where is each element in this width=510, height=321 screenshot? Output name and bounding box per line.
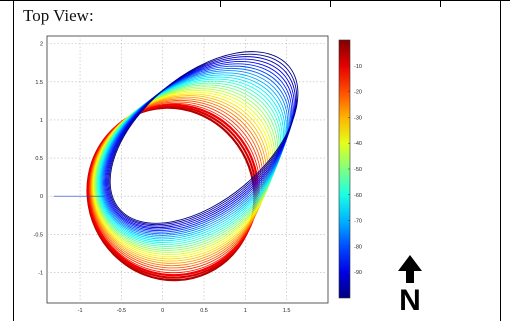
depth-ring: [109, 51, 299, 224]
table-cell-tick: [440, 1, 441, 7]
figure-caption: Top View:: [23, 6, 94, 25]
x-tick-label: -0.5: [117, 308, 126, 314]
table-cell-tick: [330, 1, 331, 7]
colorbar-tick-label: -60: [354, 193, 362, 199]
y-tick-label: 2: [40, 42, 43, 48]
x-tick-label: 1.5: [283, 308, 291, 314]
colorbar-tick-label: -30: [354, 115, 362, 121]
colorbar-tick-label: -70: [354, 219, 362, 225]
colorbar-tick-label: -50: [354, 167, 362, 173]
y-tick-label: -0.5: [34, 232, 43, 238]
x-tick-label: 1: [244, 308, 247, 314]
x-tick-label: 0: [161, 308, 164, 314]
colorbar-tick-label: -80: [354, 244, 362, 250]
north-label: N: [399, 284, 421, 311]
colorbar-tick-label: -10: [354, 64, 362, 70]
table-cell-tick: [220, 1, 221, 7]
colorbar-tick-label: -90: [354, 270, 362, 276]
y-tick-label: 1: [40, 118, 43, 124]
x-tick-label: -1: [78, 308, 83, 314]
colorbar-tick-label: -20: [354, 90, 362, 96]
table-border-right: [500, 1, 501, 321]
y-tick-label: -1: [38, 270, 43, 276]
y-tick-label: 1.5: [35, 80, 43, 86]
north-arrow-icon: N: [398, 255, 422, 311]
y-tick-label: 0.5: [35, 156, 43, 162]
colorbar-tick-label: -40: [354, 141, 362, 147]
x-tick-label: 0.5: [200, 308, 208, 314]
table-border-left: [13, 1, 14, 321]
y-tick-label: 0: [40, 194, 43, 200]
